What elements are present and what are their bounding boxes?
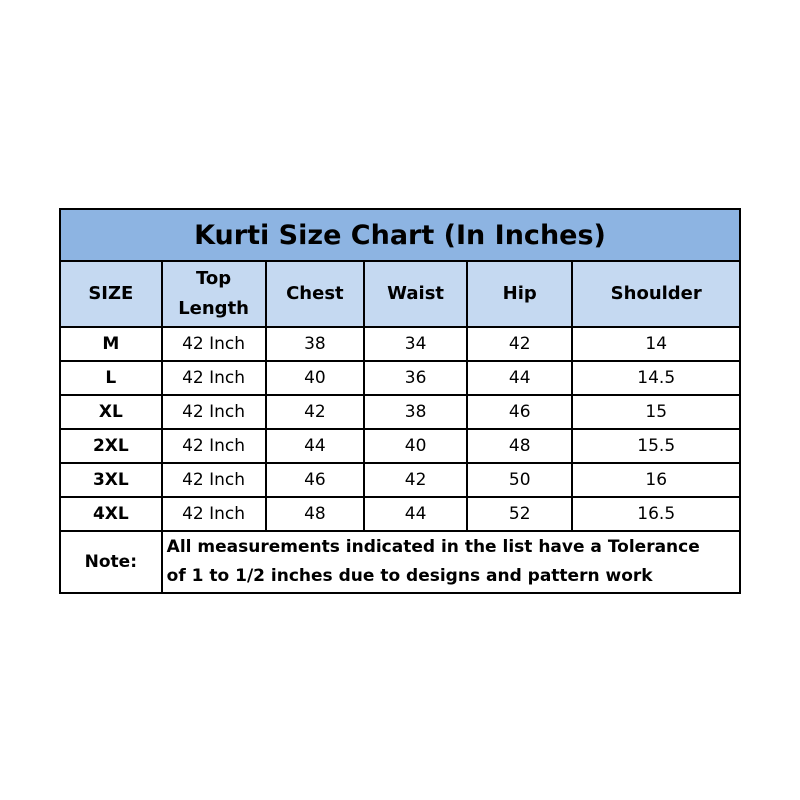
cell-hip: 48 [465, 428, 574, 464]
cell-shoulder: 15 [571, 394, 741, 430]
table-row: M 42 Inch 38 34 42 14 [59, 326, 741, 362]
cell-waist: 38 [363, 394, 468, 430]
cell-waist: 34 [363, 326, 468, 362]
cell-shoulder: 14 [571, 326, 741, 362]
note-label: Note: [59, 530, 163, 594]
header-row: SIZE Top Length Chest Waist Hip Shoulder [59, 260, 741, 328]
cell-waist: 42 [363, 462, 468, 498]
column-header-size: SIZE [59, 260, 163, 328]
table-row: 3XL 42 Inch 46 42 50 16 [59, 462, 741, 498]
cell-size: 3XL [59, 462, 163, 498]
cell-chest: 42 [264, 394, 366, 430]
cell-hip: 52 [465, 496, 574, 532]
cell-shoulder: 15.5 [571, 428, 741, 464]
cell-top-length: 42 Inch [160, 360, 267, 396]
cell-waist: 36 [363, 360, 468, 396]
column-header-chest: Chest [264, 260, 366, 328]
cell-chest: 46 [264, 462, 366, 498]
table-row: 4XL 42 Inch 48 44 52 16.5 [59, 496, 741, 532]
cell-hip: 42 [465, 326, 574, 362]
cell-shoulder: 16.5 [571, 496, 741, 532]
cell-top-length: 42 Inch [160, 394, 267, 430]
table-row: L 42 Inch 40 36 44 14.5 [59, 360, 741, 396]
table-row: 2XL 42 Inch 44 40 48 15.5 [59, 428, 741, 464]
note-line-1: All measurements indicated in the list h… [166, 537, 700, 557]
note-text: All measurements indicated in the list h… [160, 530, 742, 594]
note-row: Note: All measurements indicated in the … [59, 530, 742, 594]
cell-size: L [59, 360, 163, 396]
cell-shoulder: 14.5 [571, 360, 741, 396]
column-header-waist: Waist [363, 260, 468, 328]
cell-chest: 44 [264, 428, 366, 464]
cell-size: M [59, 326, 163, 362]
cell-waist: 44 [363, 496, 468, 532]
table-title: Kurti Size Chart (In Inches) [59, 208, 741, 262]
cell-shoulder: 16 [571, 462, 741, 498]
note-line-2: of 1 to 1/2 inches due to designs and pa… [166, 566, 653, 586]
cell-chest: 48 [264, 496, 366, 532]
cell-top-length: 42 Inch [160, 428, 267, 464]
size-chart-table: Kurti Size Chart (In Inches) SIZE Top Le… [59, 208, 742, 594]
cell-chest: 40 [264, 360, 366, 396]
cell-size: XL [59, 394, 163, 430]
cell-top-length: 42 Inch [160, 326, 267, 362]
cell-hip: 44 [465, 360, 574, 396]
cell-top-length: 42 Inch [160, 496, 267, 532]
cell-hip: 46 [465, 394, 574, 430]
cell-chest: 38 [264, 326, 366, 362]
cell-size: 2XL [59, 428, 163, 464]
column-header-top-length: Top Length [160, 260, 267, 328]
column-header-hip: Hip [465, 260, 574, 328]
cell-size: 4XL [59, 496, 163, 532]
column-header-shoulder: Shoulder [571, 260, 741, 328]
table-row: XL 42 Inch 42 38 46 15 [59, 394, 741, 430]
top-length-label: Top Length [178, 268, 249, 319]
cell-top-length: 42 Inch [160, 462, 267, 498]
cell-waist: 40 [363, 428, 468, 464]
cell-hip: 50 [465, 462, 574, 498]
